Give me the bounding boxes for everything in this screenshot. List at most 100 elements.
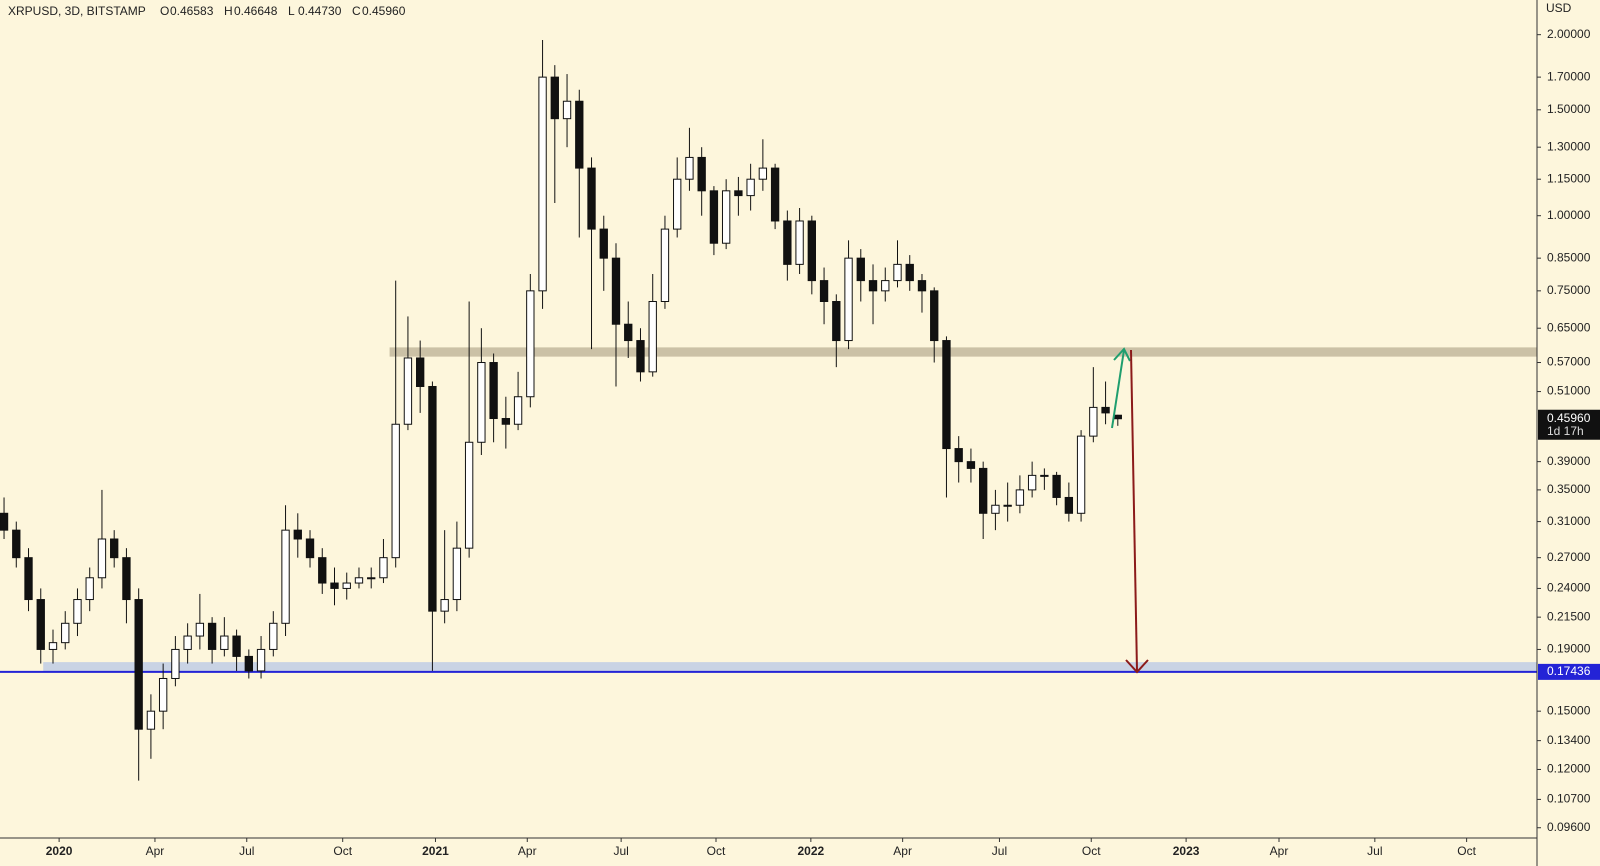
candle-body [954, 448, 963, 463]
candle-body [36, 599, 45, 650]
candle-body [73, 599, 82, 624]
y-tick-label: 0.24000 [1547, 581, 1591, 595]
candle-body [1003, 504, 1012, 507]
candle-body [795, 220, 804, 265]
candle-body [783, 220, 792, 265]
candle-body [489, 362, 498, 420]
y-tick-label: 1.50000 [1547, 102, 1591, 116]
candle-body [721, 190, 731, 244]
down-arrow-head [1125, 659, 1149, 674]
x-tick-label: Jul [992, 844, 1007, 858]
candle-body [648, 301, 657, 373]
candle-body [868, 280, 878, 292]
x-tick-label: Oct [1082, 844, 1101, 858]
candle-body [770, 167, 780, 222]
candle-body [220, 635, 229, 650]
candle-body [550, 76, 559, 120]
candle-body [12, 529, 21, 559]
x-tick-label: Apr [893, 844, 912, 858]
candle-body [207, 622, 217, 650]
candle-body [942, 340, 951, 450]
x-tick-label: Jul [239, 844, 254, 858]
y-tick-label: 0.19000 [1547, 642, 1591, 656]
y-tick-label: 1.70000 [1547, 69, 1591, 83]
candle-body [881, 280, 890, 292]
candle-body [709, 190, 719, 244]
candle-body [0, 512, 9, 531]
candle-body [587, 167, 596, 230]
y-tick-label: 0.10700 [1547, 792, 1591, 806]
axes: 2.00000 1.70000 1.50000 1.30000 1.15000 1.000… [46, 27, 1600, 858]
header-prefix: L [288, 4, 295, 18]
last-price-tag [1538, 409, 1600, 440]
candle-body [330, 582, 339, 589]
candle-body [452, 547, 462, 601]
y-tick-label: 0.12000 [1547, 762, 1591, 776]
x-tick-label: 2020 [46, 844, 73, 858]
candle-body [930, 290, 939, 342]
y-tick-label: 0.85000 [1547, 250, 1591, 264]
header-value: 0.46583 [170, 4, 214, 18]
candle-body [428, 385, 437, 612]
y-tick-label: 1.00000 [1547, 208, 1591, 222]
candle-body [477, 362, 486, 443]
price-axis-unit: USD [1546, 1, 1572, 15]
candle-body [844, 257, 853, 342]
candle-body [391, 423, 400, 559]
candle-body [819, 280, 829, 303]
header-value: 0.44730 [298, 4, 342, 18]
candle-body [134, 599, 143, 730]
candle-body [734, 190, 743, 197]
candle-body [611, 257, 621, 325]
y-tick-label: 0.39000 [1547, 454, 1591, 468]
x-tick-label: Apr [1270, 844, 1289, 858]
last-price-label: 0.45960 [1547, 411, 1591, 425]
x-tick-label: Oct [1457, 844, 1476, 858]
candle-body [856, 257, 865, 282]
x-tick-label: Jul [613, 844, 628, 858]
candle-body [85, 577, 94, 601]
x-tick-label: Oct [707, 844, 726, 858]
x-tick-label: 2023 [1173, 844, 1200, 858]
candle-body [905, 263, 914, 282]
candle-body [269, 622, 278, 650]
candle-body [440, 599, 449, 612]
header-symbol: XRPUSD, 3D, BITSTAMP [8, 4, 146, 18]
candle-body [403, 357, 413, 425]
price-zone [43, 662, 1537, 673]
down-arrow [1130, 349, 1138, 672]
candle-body [758, 167, 768, 180]
candle-body [97, 538, 107, 579]
candle-body [685, 156, 694, 180]
x-tick-label: Apr [518, 844, 537, 858]
candle-body [1052, 474, 1061, 498]
y-tick-label: 0.51000 [1547, 384, 1591, 398]
candle-body [1076, 435, 1086, 514]
candle-body [501, 418, 511, 425]
candle-body [624, 323, 633, 342]
zones [0, 347, 1537, 673]
candle-body [281, 529, 290, 624]
candle-body [1040, 474, 1049, 477]
candle-body [24, 557, 33, 601]
candle-body [110, 538, 119, 559]
candle-body [575, 100, 584, 169]
candle-body [318, 557, 327, 584]
candles [0, 39, 1122, 781]
candle-body [513, 396, 523, 425]
candle-body [171, 648, 180, 679]
x-tick-label: 2021 [422, 844, 449, 858]
candle-body [1113, 414, 1122, 420]
candle-body [146, 710, 156, 730]
candle-body [48, 642, 58, 650]
candle-body [354, 577, 364, 584]
header-prefix: C [352, 4, 361, 18]
candle-body [746, 178, 755, 197]
candle-body [1015, 489, 1025, 506]
candle-body [697, 156, 706, 192]
candle-body [244, 655, 253, 672]
header-value: 0.46648 [234, 4, 278, 18]
candle-body [562, 100, 572, 120]
